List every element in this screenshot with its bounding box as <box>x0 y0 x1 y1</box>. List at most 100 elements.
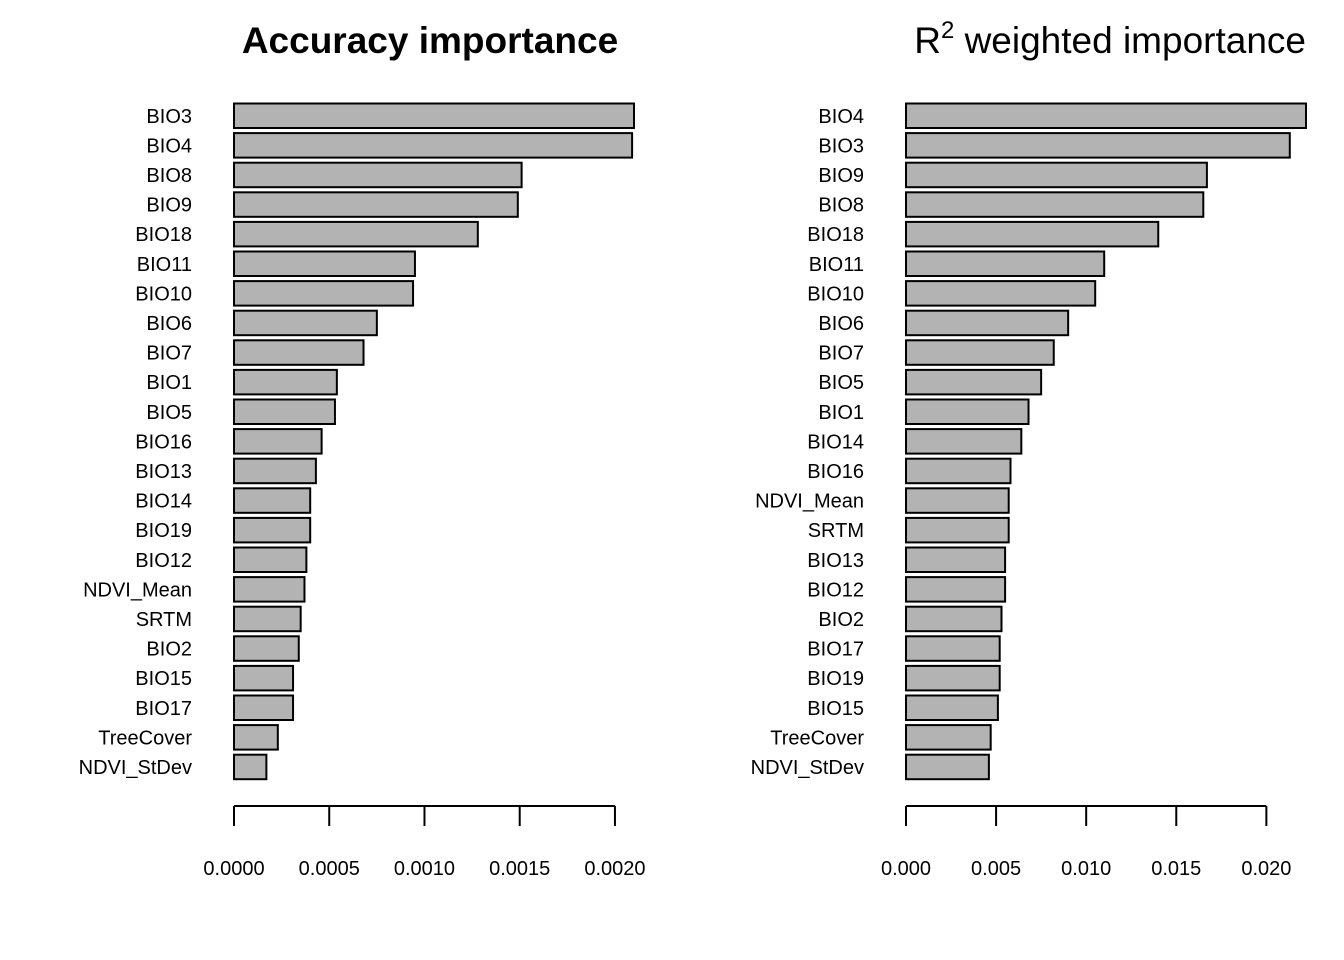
r2-weighted-importance-panel: R2 weighted importance BIO4BIO3BIO9BIO8B… <box>751 17 1307 880</box>
category-label: BIO14 <box>135 491 192 513</box>
x-tick-label: 0.0000 <box>203 858 264 880</box>
bar-bio4 <box>233 132 634 159</box>
category-label: BIO5 <box>146 402 192 424</box>
bar-bio6 <box>233 309 378 337</box>
bar-bio3 <box>233 102 635 129</box>
category-label: BIO12 <box>807 579 864 601</box>
bar-srtm <box>233 605 302 633</box>
bar-bio19 <box>905 664 1001 692</box>
bar-bio8 <box>233 161 523 189</box>
category-label: BIO15 <box>807 698 864 720</box>
category-label: SRTM <box>808 520 864 542</box>
category-label: TreeCover <box>770 727 864 749</box>
category-label: SRTM <box>136 609 192 631</box>
bar-bio17 <box>233 694 295 721</box>
bar-bio7 <box>233 339 365 366</box>
chart-title-r-part: R <box>914 20 941 61</box>
category-label: BIO2 <box>146 639 192 661</box>
bar-bio19 <box>233 516 312 544</box>
bar-bio2 <box>233 635 300 662</box>
category-label: BIO9 <box>818 165 864 187</box>
x-tick-label: 0.005 <box>971 858 1021 880</box>
bar-bio12 <box>233 546 308 573</box>
bar-bio9 <box>233 191 519 218</box>
x-tick-label: 0.0015 <box>489 858 550 880</box>
bar-bio7 <box>905 339 1055 366</box>
chart-title-superscript: 2 <box>941 17 954 44</box>
category-label: NDVI_StDev <box>79 757 192 779</box>
category-label: BIO14 <box>807 431 864 453</box>
category-label: BIO7 <box>818 343 864 365</box>
category-label: BIO17 <box>807 639 864 661</box>
bar-bio15 <box>905 694 999 721</box>
category-label: BIO10 <box>807 283 864 305</box>
bar-bio13 <box>233 457 317 485</box>
category-label: BIO9 <box>146 195 192 217</box>
category-label: BIO3 <box>818 135 864 157</box>
bar-ndvi-stdev <box>905 753 990 781</box>
category-label: NDVI_StDev <box>751 757 864 779</box>
category-label: BIO8 <box>146 165 192 187</box>
chart-title-accuracy: Accuracy importance <box>242 20 618 61</box>
category-label: BIO8 <box>818 195 864 217</box>
bar-bio16 <box>233 428 323 455</box>
bars-group: BIO4 BIO3 BIO9 BIO8 BIO18 BIO11 BIO10 BIO6 BIO7 B… <box>751 102 1307 781</box>
category-label: BIO6 <box>818 313 864 335</box>
x-tick-label: 0.0005 <box>299 858 360 880</box>
chart-title-rest: weighted importance <box>954 20 1306 61</box>
x-tick-label: 0.010 <box>1061 858 1111 880</box>
bar-ndvi-mean <box>233 576 306 603</box>
category-label: BIO18 <box>807 224 864 246</box>
x-axis: 0.0000 0.0005 0.0010 0.0015 0.0020 <box>203 805 646 880</box>
bar-bio5 <box>905 368 1043 396</box>
category-label: BIO2 <box>818 609 864 631</box>
bar-bio1 <box>233 368 338 396</box>
x-tick-label: 0.0010 <box>394 858 455 880</box>
bar-bio15 <box>233 664 295 692</box>
bar-bio17 <box>905 635 1001 662</box>
category-label: BIO5 <box>818 372 864 394</box>
category-label: BIO7 <box>146 343 192 365</box>
bar-bio8 <box>905 191 1205 218</box>
category-label: BIO12 <box>135 550 192 572</box>
category-label: BIO16 <box>807 461 864 483</box>
bar-srtm <box>905 516 1010 544</box>
category-label: NDVI_Mean <box>83 579 192 601</box>
bar-bio13 <box>905 546 1007 573</box>
bar-bio12 <box>905 576 1007 603</box>
category-label: BIO16 <box>135 431 192 453</box>
category-label: BIO13 <box>807 550 864 572</box>
bar-bio10 <box>905 280 1097 307</box>
category-label: BIO11 <box>137 254 192 276</box>
category-label: BIO17 <box>135 698 192 720</box>
bar-treecover <box>905 724 992 751</box>
bar-bio10 <box>233 280 415 307</box>
bar-bio4 <box>905 102 1307 129</box>
x-axis: 0.000 0.005 0.010 0.015 0.020 <box>881 805 1291 880</box>
category-label: BIO15 <box>135 668 192 690</box>
bar-bio14 <box>233 487 312 514</box>
bar-bio11 <box>905 250 1106 277</box>
chart-title-r2: R2 weighted importance <box>914 17 1306 61</box>
category-label: BIO18 <box>135 224 192 246</box>
category-label: BIO3 <box>146 106 192 128</box>
category-label: BIO1 <box>146 372 192 394</box>
bar-bio6 <box>905 309 1070 337</box>
category-label: BIO19 <box>807 668 864 690</box>
bar-bio14 <box>905 428 1023 455</box>
bar-bio11 <box>233 250 416 277</box>
category-label: BIO13 <box>135 461 192 483</box>
bar-ndvi-stdev <box>233 753 268 781</box>
bar-bio2 <box>905 605 1003 633</box>
bar-bio3 <box>905 132 1291 159</box>
category-label: BIO19 <box>135 520 192 542</box>
category-label: BIO4 <box>146 135 192 157</box>
category-label: BIO6 <box>146 313 192 335</box>
bar-bio16 <box>905 457 1012 485</box>
bar-bio18 <box>233 220 479 248</box>
bar-bio18 <box>905 220 1160 248</box>
bar-bio1 <box>905 398 1030 425</box>
category-label: BIO11 <box>809 254 864 276</box>
category-label: BIO1 <box>818 402 864 424</box>
